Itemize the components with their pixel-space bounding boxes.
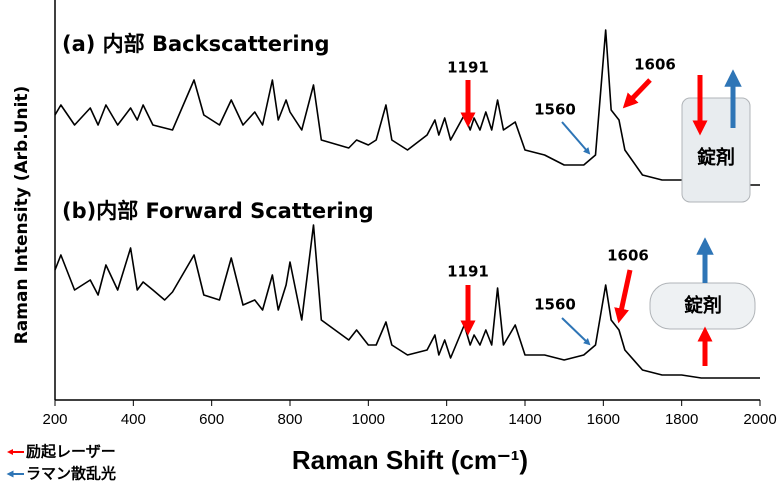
annotation: 1606	[607, 247, 649, 265]
legend-label: 励起レーザー	[26, 443, 116, 461]
y-axis-label: Raman Intensity (Arb.Unit)	[12, 86, 32, 345]
x-tick-label: 1400	[508, 411, 541, 428]
arrow	[561, 121, 591, 155]
spectrum-line	[54, 224, 760, 379]
x-tick-label: 1000	[352, 411, 385, 428]
x-tick-label: 1800	[665, 411, 698, 428]
annotation: 1191	[447, 59, 489, 77]
annotation: 1560	[534, 101, 576, 119]
x-tick-label: 1600	[587, 411, 620, 428]
annotation: 1191	[447, 263, 489, 281]
legend-label: ラマン散乱光	[26, 465, 116, 483]
plot-area: 200 400 600 800 1000 1200 1400 1600 1800 2000	[42, 0, 777, 428]
annotation: 1606	[634, 56, 676, 74]
x-tick-label: 400	[121, 411, 146, 428]
x-tick-label: 800	[277, 411, 302, 428]
series-label: (a) 内部 Backscattering	[62, 32, 330, 56]
arrow	[561, 317, 591, 346]
x-tick-label: 200	[42, 411, 67, 428]
annotation: 錠剤	[697, 146, 735, 169]
x-axis-label: Raman Shift (cm⁻¹)	[292, 445, 528, 475]
x-tick-label: 1200	[430, 411, 463, 428]
x-tick-label: 2000	[743, 411, 776, 428]
arrow	[614, 269, 633, 324]
arrow	[622, 78, 652, 109]
x-tick-label: 600	[199, 411, 224, 428]
annotation: 錠剤	[684, 294, 722, 317]
series-label: (b)内部 Forward Scattering	[62, 199, 374, 223]
spectrum-line	[54, 29, 760, 186]
annotation: 1560	[534, 296, 576, 314]
